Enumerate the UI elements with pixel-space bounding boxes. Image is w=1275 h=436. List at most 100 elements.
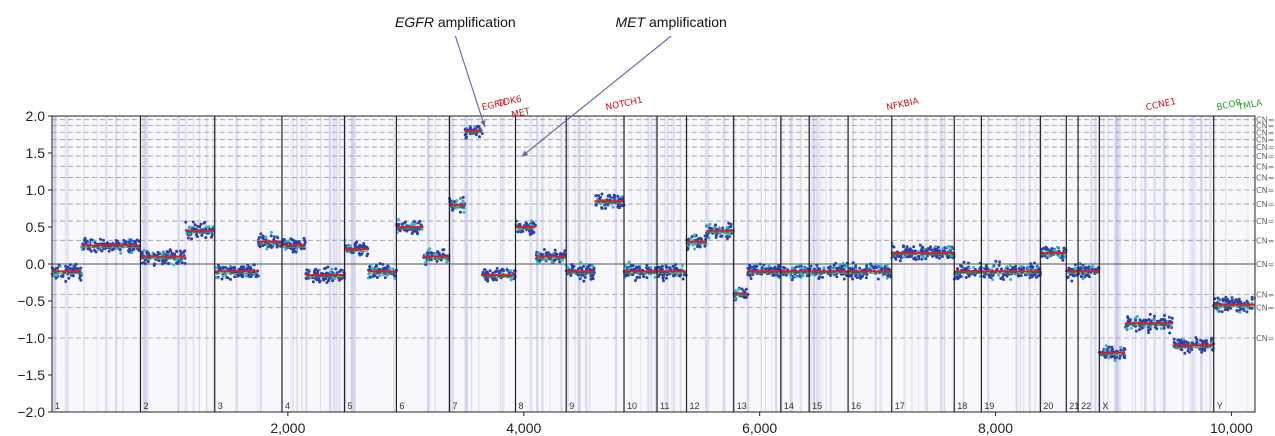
data-point [582,279,586,283]
data-point [373,274,377,278]
data-point [706,224,710,228]
data-point [905,255,909,259]
data-point [714,223,717,227]
data-point [616,205,620,209]
data-point [719,234,723,238]
data-point [152,252,156,256]
met-annotation: MET amplification [616,14,727,30]
data-point [505,268,509,272]
data-point [1017,274,1021,278]
data-point [815,263,819,267]
data-point [796,263,800,267]
data-point [368,265,372,269]
data-point [704,237,708,241]
data-point [729,225,733,229]
data-point [584,267,588,271]
data-point [921,256,925,260]
data-point [801,267,805,271]
data-point [188,225,192,229]
data-point [381,273,385,277]
data-point [991,278,995,281]
data-point [666,268,669,271]
data-point [947,244,951,248]
data-point [746,273,750,277]
data-point [1022,266,1026,270]
data-point [995,267,999,271]
data-point [312,271,316,275]
data-point [1073,263,1077,267]
data-point [264,236,268,240]
chromosome-label: 16 [851,401,861,411]
data-point [553,253,557,257]
data-point [1108,348,1112,352]
data-point [437,251,441,255]
data-point [563,249,567,253]
data-point [841,267,845,271]
data-point [876,277,880,281]
data-point [327,278,331,281]
data-point [1147,331,1151,335]
chromosome-label: 4 [285,401,290,411]
data-point [902,255,906,259]
chromosome-label: 10 [627,401,637,411]
data-point [1226,301,1230,305]
data-point [726,232,730,236]
data-point [455,199,459,203]
data-point [1122,348,1126,352]
data-point [221,274,225,278]
data-point [818,267,822,271]
chromosome-label: 20 [1043,401,1053,411]
data-point [587,264,591,268]
data-point [941,247,945,251]
data-point [177,259,181,263]
data-point [105,241,109,245]
data-point [767,264,771,268]
data-point [964,276,968,279]
data-point [653,275,657,279]
egfr-annotation: EGFR amplification [395,14,516,30]
data-point [760,266,764,270]
data-point [764,267,768,271]
data-point [175,258,178,262]
data-point [1170,316,1174,320]
data-point [314,267,318,271]
data-point [689,237,693,241]
cn-line-label: CN=4 [1256,200,1275,209]
data-point [1005,274,1009,278]
data-point [214,276,218,280]
data-point [967,266,971,270]
data-point [865,264,869,268]
data-point [368,275,372,279]
data-point [473,125,477,129]
data-point [1107,345,1111,349]
data-point [1129,326,1133,330]
chromosome-labels: 1 2 3 4 5 6 7 8 9 10 11 12 13 14 15 16 17 18 19 20 21 22 X Y [55,401,1223,411]
data-point [1091,264,1095,268]
data-point [712,226,716,230]
data-point [179,252,183,256]
data-point [375,264,378,268]
data-point [858,266,862,270]
y-tick-label: 0.0 [26,256,46,272]
data-point [1155,327,1159,331]
segment-means [52,129,1255,356]
data-point [848,273,852,277]
data-point [85,239,89,243]
data-point [353,242,357,246]
data-point [949,247,953,251]
data-point [68,263,72,267]
data-point [465,135,468,139]
annotation-arrow-line [521,35,672,158]
data-point [386,273,390,277]
data-point [822,266,826,270]
data-point [901,245,905,249]
data-point [366,252,370,256]
data-point [1017,267,1021,270]
data-point [972,265,975,269]
data-point [817,277,821,280]
data-point [762,263,766,267]
egfr-annotation-rest: amplification [434,14,516,30]
data-point [186,236,190,240]
data-point [531,221,535,225]
data-point [772,267,776,270]
